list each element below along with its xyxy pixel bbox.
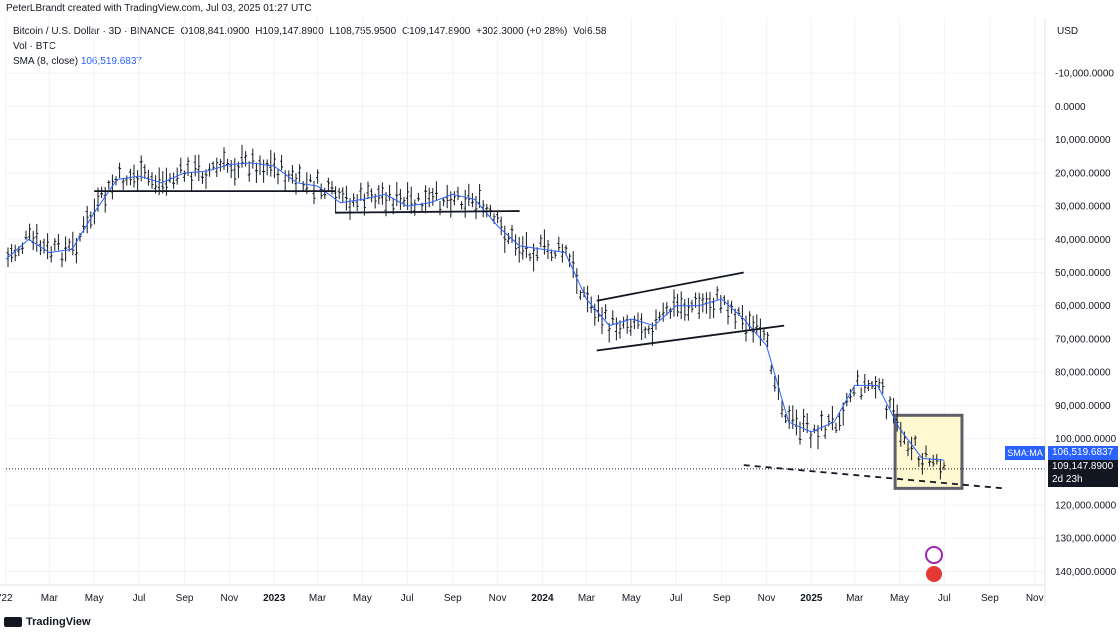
legend-sma-label: SMA (8, close) (13, 56, 79, 67)
x-tick-label: Nov (489, 593, 507, 604)
x-tick-label: Jul (133, 593, 146, 604)
last-price-tag: 109,147.8900 (1048, 460, 1118, 474)
x-tick-label: May (622, 593, 641, 604)
tradingview-logo-icon (4, 617, 22, 627)
event-icon[interactable] (925, 546, 943, 564)
sma-axis-tag-value: 106,519.6837 (1048, 446, 1118, 460)
legend-open: O108,841.0900 (180, 26, 250, 37)
x-tick-label: Mar (41, 593, 59, 604)
legend-sma-row[interactable]: SMA (8, close) 106,519.6837 (13, 54, 609, 69)
x-tick-label: Mar (846, 593, 864, 604)
legend-vol-row[interactable]: Vol · BTC (13, 39, 609, 54)
y-tick-label: 0.0000 (1055, 102, 1086, 113)
y-tick-label: 60,000.0000 (1055, 301, 1111, 312)
x-tick-label: Mar (578, 593, 596, 604)
tradingview-logo-text: TradingView (26, 616, 91, 628)
x-tick-label: Jul (938, 593, 951, 604)
y-tick-label: 70,000.0000 (1055, 334, 1111, 345)
sma-line-layer (5, 162, 945, 461)
x-tick-label: Nov (220, 593, 238, 604)
x-tick-label: 2023 (263, 593, 286, 604)
x-tick-label: Jul (670, 593, 683, 604)
legend-change: +302.3000 (+0.28%) (476, 26, 568, 37)
highlight-box (893, 413, 964, 490)
tradingview-logo[interactable]: TradingView (4, 616, 91, 628)
x-tick-label: 2024 (531, 593, 554, 604)
x-tick-label: Jul (401, 593, 414, 604)
y-tick-label: 90,000.0000 (1055, 401, 1111, 412)
x-tick-label: May (353, 593, 372, 604)
legend-sma-value: 106,519.6837 (80, 56, 142, 67)
x-tick-label: Sep (713, 593, 731, 604)
legend-vol-label: Vol · BTC (13, 41, 56, 52)
legend-close: C109,147.8900 (401, 26, 471, 37)
y-tick-label: 140,000.0000 (1055, 567, 1117, 578)
legend-high: H109,147.8900 (255, 26, 324, 37)
y-tick-label: -10,000.0000 (1055, 69, 1114, 80)
x-tick-label: Nov (1026, 593, 1044, 604)
y-tick-label: 130,000.0000 (1055, 534, 1117, 545)
x-tick-label: May (890, 593, 909, 604)
y-tick-label: 40,000.0000 (1055, 235, 1111, 246)
chart-attribution: PeterLBrandt created with TradingView.co… (6, 3, 312, 14)
trendline (335, 210, 520, 214)
sma-axis-tag-label: SMA:MA (1005, 446, 1045, 460)
x-tick-label: Mar (309, 593, 327, 604)
y-tick-label: 30,000.0000 (1055, 202, 1111, 213)
currency-label[interactable]: USD (1057, 26, 1079, 37)
x-tick-label: Nov (758, 593, 776, 604)
x-tick-label: '22 (0, 593, 13, 604)
x-tick-label: Sep (176, 593, 194, 604)
y-tick-label: 20,000.0000 (1055, 168, 1111, 179)
x-tick-label: May (85, 593, 104, 604)
countdown-tag: 2d 23h (1048, 473, 1118, 487)
grid-lines (5, 18, 1045, 585)
trendline-layer (6, 190, 1045, 490)
y-tick-label: 80,000.0000 (1055, 368, 1111, 379)
axes: -10,000.0000 0.0000 10,000.0000 20,000.0000… (0, 18, 1117, 606)
economic-event-flag-icon[interactable] (926, 566, 942, 582)
x-tick-label: 2025 (800, 593, 823, 604)
x-tick-label: Sep (981, 593, 999, 604)
y-tick-label: 120,000.0000 (1055, 500, 1117, 511)
x-tick-label: Sep (444, 593, 462, 604)
trendline (596, 324, 785, 352)
y-tick-label: 100,000.0000 (1055, 434, 1117, 445)
y-tick-label: 10,000.0000 (1055, 135, 1111, 146)
sma-line (5, 162, 945, 461)
legend-volume: Vol6.58 (573, 26, 607, 37)
trendline (596, 271, 744, 302)
y-tick-label: 50,000.0000 (1055, 268, 1111, 279)
